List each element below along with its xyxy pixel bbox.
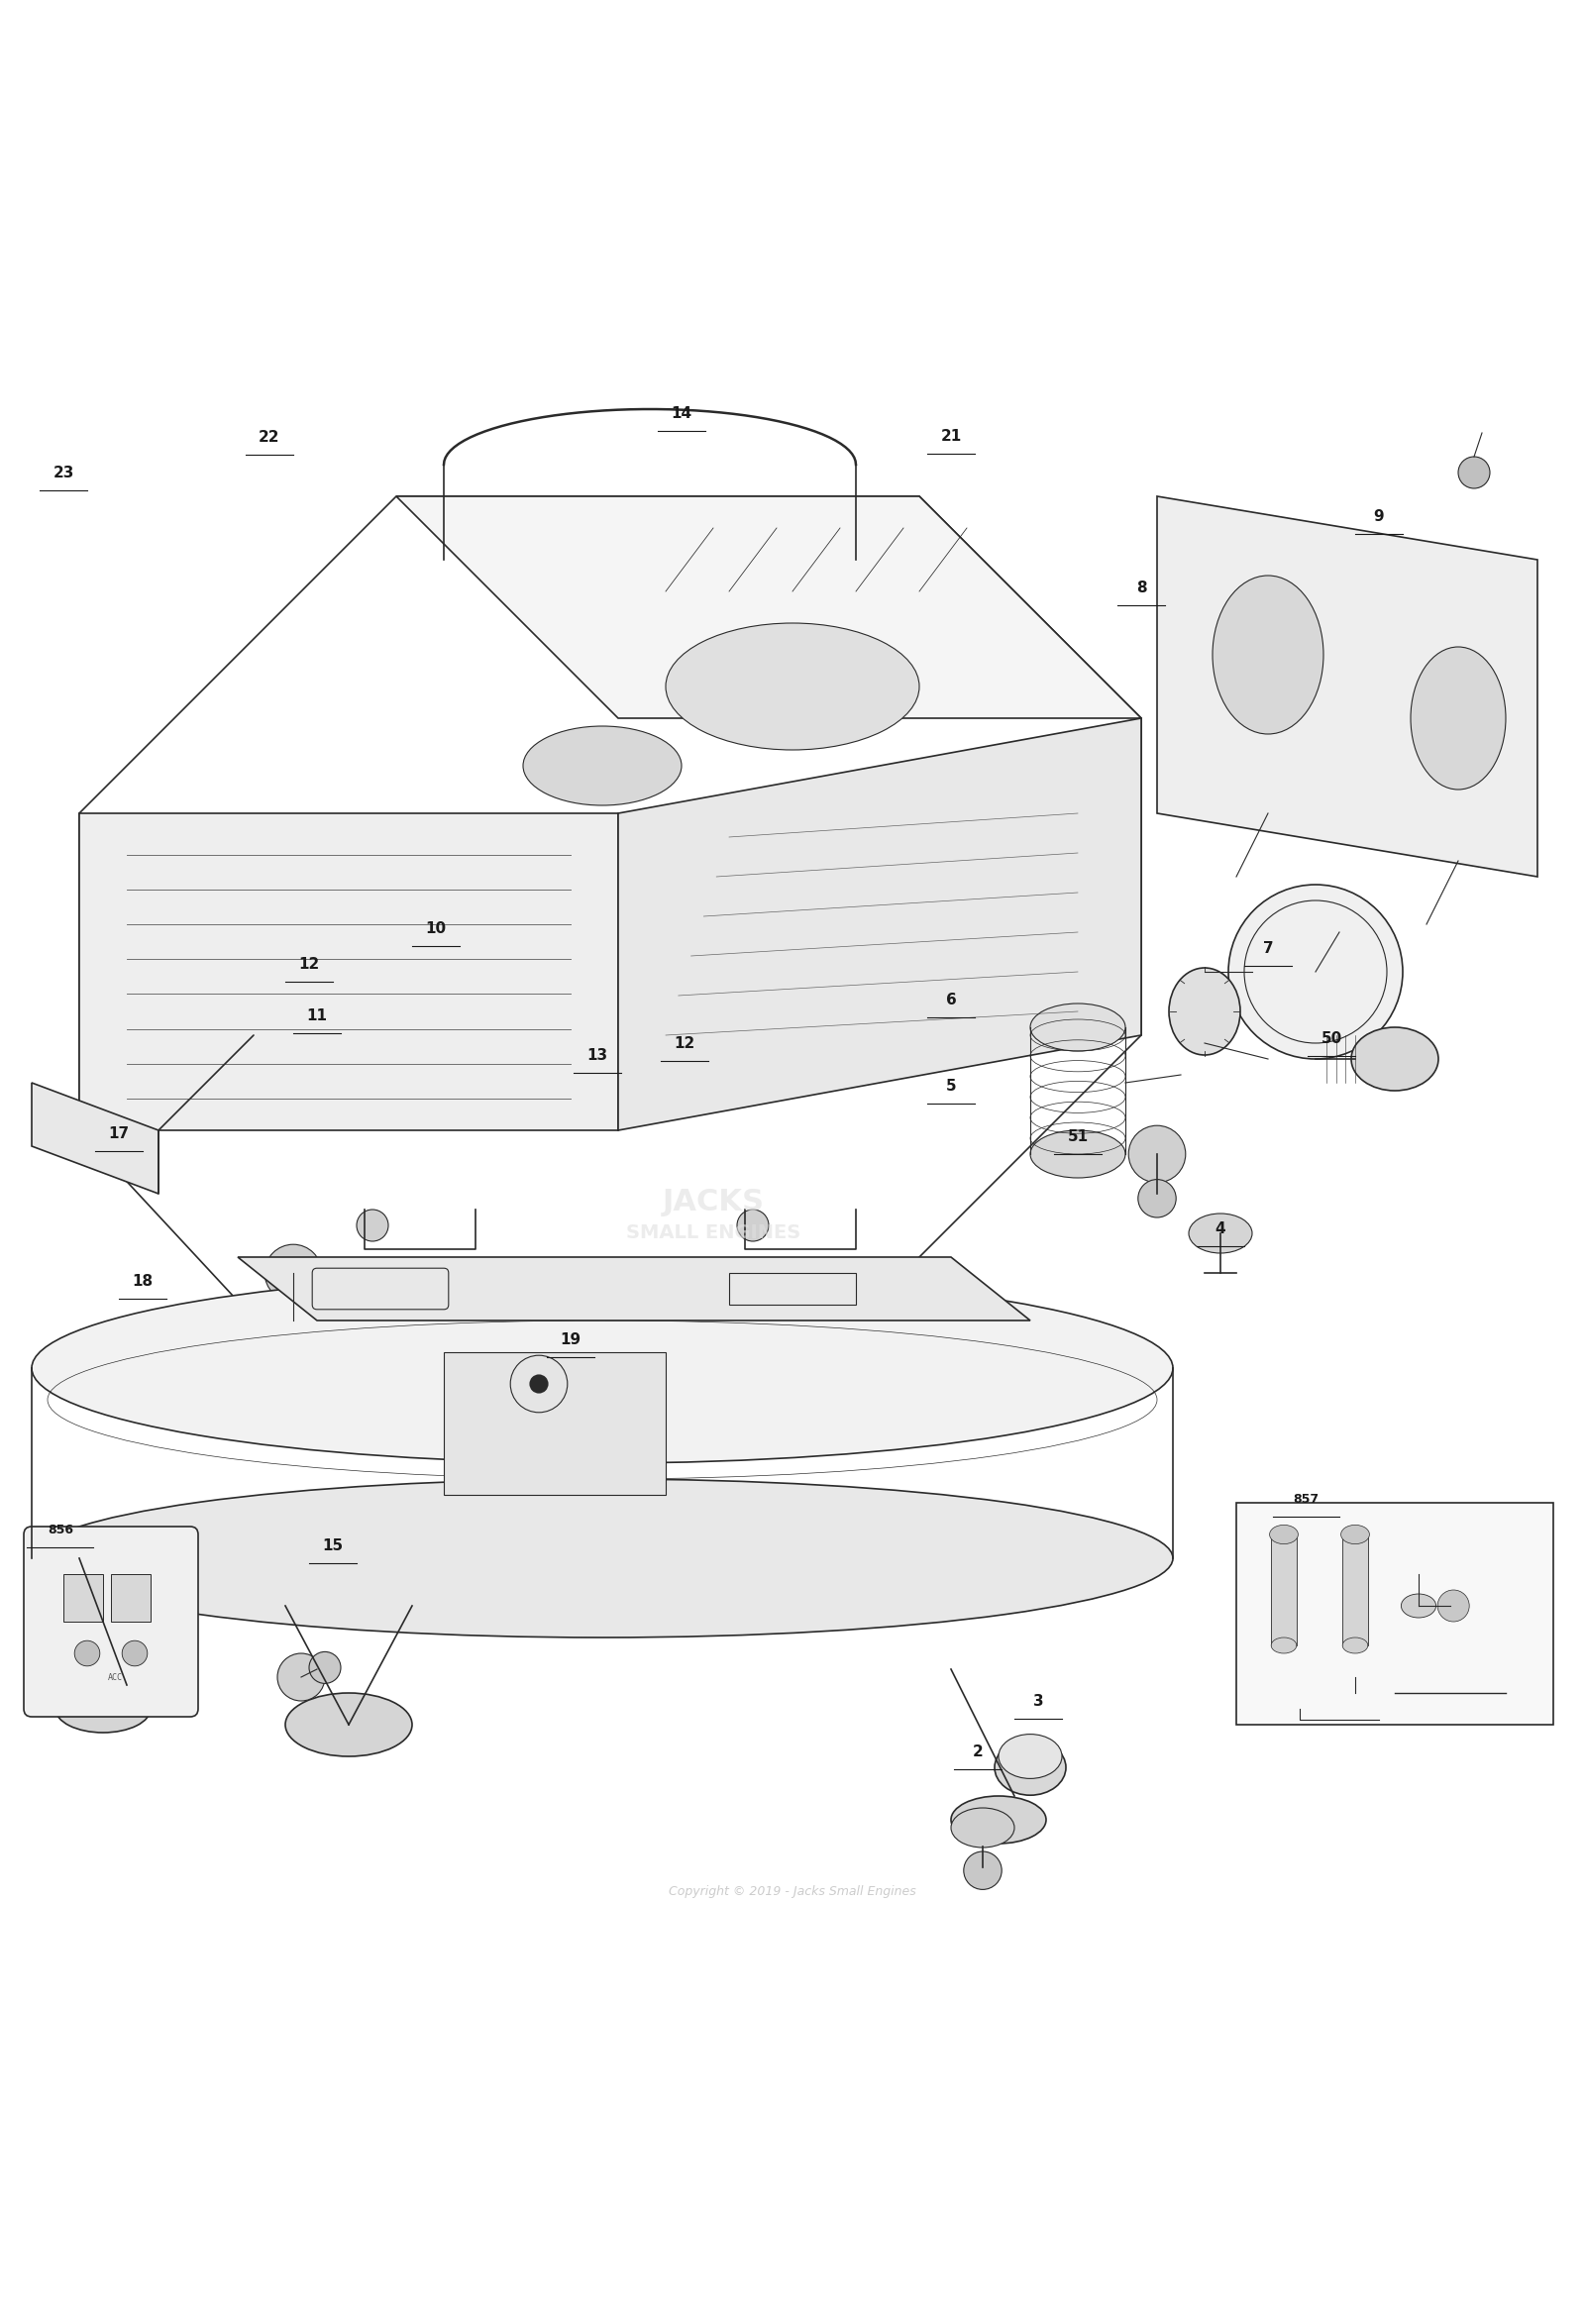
Ellipse shape [32,1274,1173,1464]
Text: JACKS: JACKS [663,1188,764,1215]
Ellipse shape [285,1692,412,1757]
Text: 857: 857 [1293,1492,1319,1506]
Text: 2: 2 [973,1745,983,1759]
Polygon shape [1157,497,1537,876]
Circle shape [309,1652,341,1683]
Text: 3: 3 [1033,1694,1043,1708]
FancyBboxPatch shape [24,1527,198,1717]
Text: 8: 8 [1136,581,1146,595]
Ellipse shape [951,1796,1046,1843]
Ellipse shape [1270,1525,1298,1543]
Ellipse shape [951,1808,1014,1848]
Circle shape [1458,458,1490,488]
Ellipse shape [1401,1594,1436,1618]
Circle shape [737,1208,769,1241]
Text: 11: 11 [306,1009,328,1023]
Text: 22: 22 [258,430,281,446]
Circle shape [964,1852,1002,1889]
Polygon shape [396,497,1141,718]
Text: 19: 19 [560,1332,582,1348]
Text: 12: 12 [298,957,320,971]
Text: 14: 14 [670,407,693,421]
Text: 9: 9 [1374,509,1384,525]
Text: 23: 23 [52,465,74,481]
Text: 51: 51 [1067,1129,1089,1143]
Polygon shape [618,718,1141,1129]
Circle shape [571,1360,602,1392]
Ellipse shape [1030,1129,1125,1178]
Circle shape [529,1373,548,1394]
Circle shape [1129,1125,1186,1183]
Ellipse shape [1030,1004,1125,1050]
Text: SMALL ENGINES: SMALL ENGINES [626,1225,800,1243]
Text: 10: 10 [425,923,447,937]
Polygon shape [79,813,618,1129]
Text: 12: 12 [674,1037,696,1050]
Circle shape [357,1208,388,1241]
Ellipse shape [1411,646,1506,790]
Text: Copyright © 2019 - Jacks Small Engines: Copyright © 2019 - Jacks Small Engines [669,1885,916,1896]
Ellipse shape [995,1741,1065,1794]
Text: 6: 6 [946,992,956,1009]
Text: 856: 856 [48,1522,73,1536]
Ellipse shape [1189,1213,1252,1253]
Circle shape [296,1332,322,1357]
Ellipse shape [1341,1525,1369,1543]
Ellipse shape [1213,576,1323,734]
Ellipse shape [999,1734,1062,1778]
Bar [1342,1534,1368,1645]
Ellipse shape [1271,1638,1297,1652]
Circle shape [1138,1181,1176,1218]
Ellipse shape [1170,967,1239,1055]
Ellipse shape [523,725,682,806]
Circle shape [1228,885,1403,1060]
Ellipse shape [666,623,919,751]
Text: 50: 50 [1320,1032,1342,1046]
Polygon shape [32,1083,158,1195]
Ellipse shape [1342,1638,1368,1652]
Text: 7: 7 [1263,941,1273,955]
Text: 13: 13 [586,1048,609,1064]
Circle shape [122,1641,147,1666]
Text: 15: 15 [322,1538,344,1552]
Bar [1236,1504,1553,1724]
Circle shape [277,1652,325,1701]
Bar [63,1573,103,1622]
Text: 5: 5 [946,1078,956,1092]
Bar [729,1274,856,1304]
Polygon shape [238,1257,1030,1320]
Circle shape [1438,1590,1469,1622]
Ellipse shape [1350,1027,1439,1090]
Text: 21: 21 [940,428,962,444]
Bar [1271,1534,1297,1645]
Text: 18: 18 [132,1274,154,1287]
Text: 4: 4 [1216,1220,1225,1236]
Bar [444,1353,666,1494]
Circle shape [265,1243,322,1301]
Circle shape [74,1641,100,1666]
Text: ACC: ACC [108,1673,124,1683]
Circle shape [661,1355,686,1380]
Bar [111,1573,151,1622]
Circle shape [277,1304,309,1336]
Ellipse shape [32,1478,1173,1638]
Text: 17: 17 [108,1127,130,1141]
Ellipse shape [55,1685,151,1734]
